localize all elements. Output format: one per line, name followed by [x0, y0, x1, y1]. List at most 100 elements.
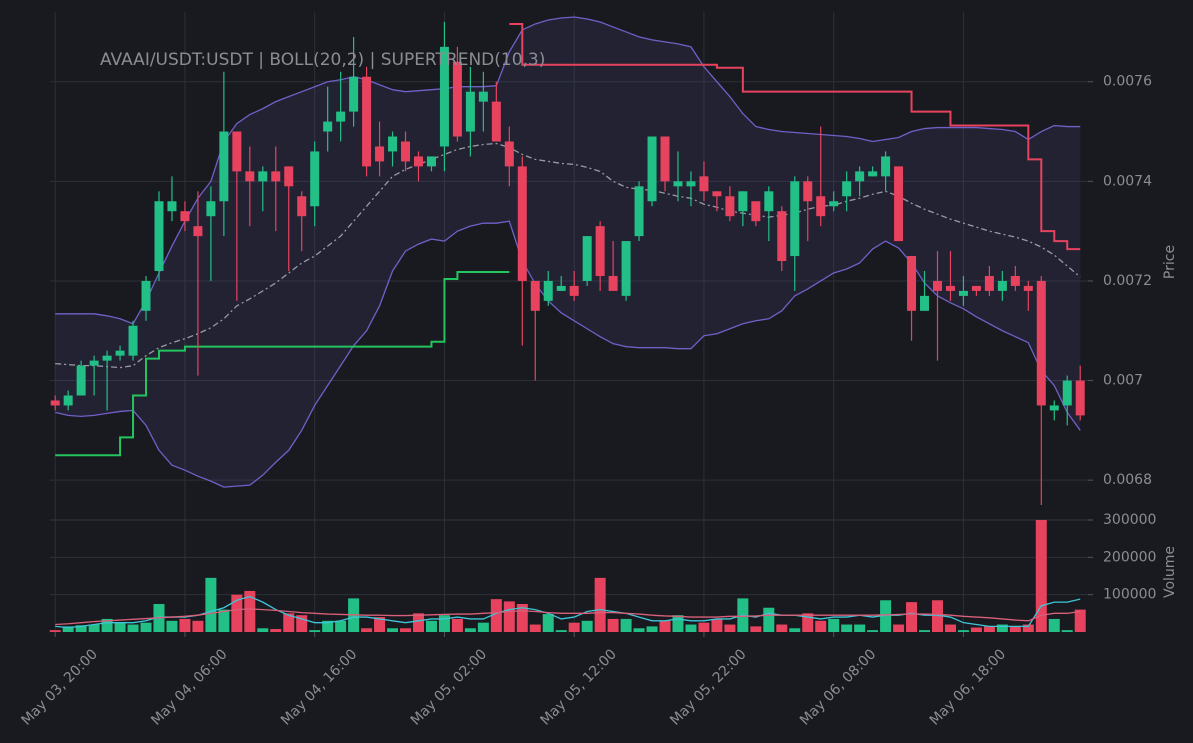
candle-body [686, 181, 696, 187]
candle-body [881, 156, 891, 177]
volume-bar [270, 629, 282, 632]
volume-bar [438, 615, 450, 632]
candle-body [180, 211, 190, 222]
candle-body [530, 280, 540, 311]
candle-body [271, 171, 281, 182]
volume-bar [659, 620, 671, 632]
volume-bar [425, 620, 437, 632]
volume-bar [412, 613, 424, 632]
volume-bar [568, 622, 580, 632]
volume-bar [581, 620, 593, 632]
bollinger-line [55, 142, 1081, 369]
candle-body [556, 285, 566, 291]
candle-body [699, 176, 709, 192]
candle-body [842, 181, 852, 197]
candle-body [388, 136, 398, 152]
candle-body [751, 201, 761, 222]
volume-bar [49, 630, 61, 632]
volume-bar [62, 626, 74, 632]
candle-body [660, 136, 670, 182]
candle-body [1049, 405, 1059, 411]
volume-bar [477, 622, 489, 632]
volume-bar [283, 613, 295, 632]
candle-body [413, 156, 423, 167]
y-tick-label: 0.007 [1103, 373, 1143, 389]
candle-body [569, 285, 579, 296]
candle-body [1036, 280, 1046, 406]
band-fill [55, 16, 1081, 488]
volume-bar [361, 628, 373, 632]
volume-bar [789, 628, 801, 632]
candle-body [673, 181, 683, 187]
volume-bar [335, 620, 347, 632]
candle-body [128, 325, 138, 356]
volume-bar [594, 577, 606, 632]
supertrend-line [509, 22, 1081, 251]
candle-body [154, 201, 164, 271]
volume-bar [529, 624, 541, 632]
candle-body [517, 166, 527, 281]
volume-bar [867, 630, 879, 632]
volume-bar [672, 615, 684, 632]
candle-body [89, 360, 99, 366]
candle-body [582, 236, 592, 281]
candle-body [349, 76, 359, 112]
volume-bar [828, 618, 840, 632]
volume-bar [374, 617, 386, 632]
candle-body [63, 395, 73, 406]
candle-body [777, 211, 787, 262]
mark-layer [49, 16, 1086, 632]
candle-body [284, 166, 294, 187]
candle-body [764, 191, 774, 212]
candle-body [971, 285, 981, 291]
candle-body [478, 91, 488, 102]
volume-bar [970, 627, 982, 632]
volume-bar [1048, 618, 1060, 632]
volume-bar [996, 624, 1008, 632]
volume-bar [776, 624, 788, 632]
x-tick-label: May 05, 02:00 [408, 646, 490, 728]
candle-body [634, 186, 644, 237]
candle-body [647, 136, 657, 202]
volume-bar [893, 624, 905, 632]
candle-body [945, 285, 955, 291]
x-tick-label: May 05, 12:00 [537, 646, 619, 728]
candle-body [829, 201, 839, 207]
volume-bar [1074, 609, 1086, 632]
candle-body [608, 275, 618, 291]
y-tick-label: 300000 [1103, 512, 1156, 528]
y-axis-label: Price [1162, 245, 1178, 279]
y-tick-label: 100000 [1103, 587, 1156, 603]
y-tick-label: 0.0074 [1103, 173, 1152, 189]
candle-body [932, 280, 942, 291]
candle-body [1075, 380, 1085, 416]
candle-body [984, 275, 994, 291]
volume-bar [464, 628, 476, 632]
candle-body [310, 151, 320, 207]
x-tick-label: May 06, 18:00 [927, 646, 1009, 728]
volume-bar [750, 626, 762, 632]
candle-body [621, 241, 631, 296]
volume-bar [140, 622, 152, 632]
volume-bar [555, 630, 567, 632]
volume-bar [231, 594, 243, 632]
candle-body [504, 141, 514, 167]
candle-body [491, 101, 501, 142]
volume-bar [906, 602, 918, 632]
candle-body [102, 355, 112, 361]
y-tick-label: 200000 [1103, 549, 1156, 565]
candle-body [297, 196, 307, 217]
candle-body [439, 46, 449, 147]
volume-bar [75, 625, 87, 632]
volume-bar [387, 628, 399, 632]
y-tick-label: 0.0076 [1103, 74, 1152, 90]
volume-bar [218, 609, 230, 632]
volume-bar [957, 630, 969, 632]
volume-bar [114, 622, 126, 632]
volume-bar [944, 624, 956, 632]
volume-bar [919, 630, 931, 632]
volume-bar [841, 624, 853, 632]
candle-body [907, 256, 917, 311]
volume-bar [1035, 520, 1047, 632]
